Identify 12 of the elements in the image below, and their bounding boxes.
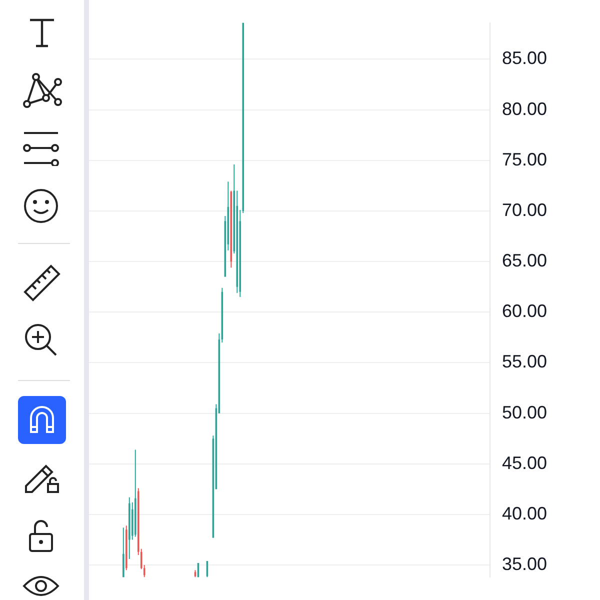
y-tick-label: 40.00 [502,503,548,524]
y-tick-label: 60.00 [502,301,548,322]
y-tick-label: 75.00 [502,149,548,170]
y-tick-label: 45.00 [502,452,548,473]
y-tick-label: 80.00 [502,98,548,119]
y-tick-label: 70.00 [502,200,548,220]
y-tick-label: 65.00 [502,250,548,271]
y-tick-label: 35.00 [502,554,548,574]
candlestick [122,527,124,578]
y-tick-label: 50.00 [502,402,548,422]
y-tick-label: 55.00 [502,352,548,372]
y-tick-label: 85.00 [502,48,548,68]
